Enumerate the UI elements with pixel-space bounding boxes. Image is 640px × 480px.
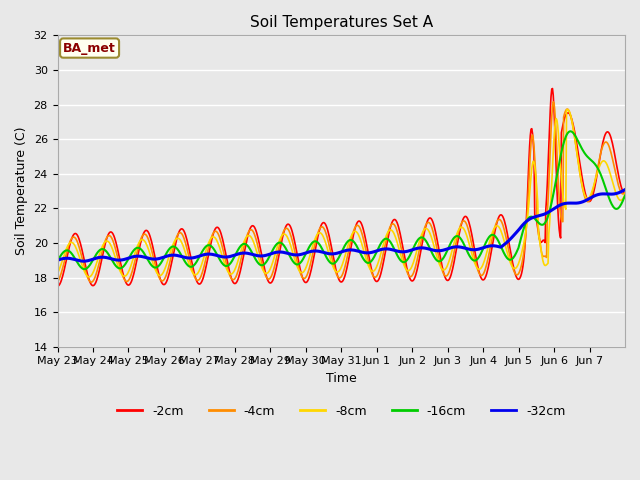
-16cm xyxy=(121,262,129,268)
Text: BA_met: BA_met xyxy=(63,42,116,55)
-2cm xyxy=(432,229,440,235)
-4cm xyxy=(54,279,61,285)
-16cm xyxy=(401,259,408,265)
-4cm xyxy=(225,271,233,277)
X-axis label: Time: Time xyxy=(326,372,356,385)
-16cm xyxy=(225,262,233,267)
-2cm xyxy=(621,190,629,196)
-16cm xyxy=(54,258,61,264)
-32cm xyxy=(225,254,233,260)
-16cm xyxy=(621,193,629,199)
-2cm xyxy=(54,283,61,289)
-4cm xyxy=(549,99,557,105)
-16cm xyxy=(275,240,283,246)
Line: -32cm: -32cm xyxy=(58,190,625,261)
-8cm xyxy=(621,192,629,197)
-32cm xyxy=(433,248,440,253)
Title: Soil Temperatures Set A: Soil Temperatures Set A xyxy=(250,15,433,30)
-2cm xyxy=(253,229,260,235)
-8cm xyxy=(563,107,571,112)
-8cm xyxy=(121,273,129,279)
Y-axis label: Soil Temperature (C): Soil Temperature (C) xyxy=(15,127,28,255)
-8cm xyxy=(86,274,93,280)
-8cm xyxy=(253,251,261,256)
-2cm xyxy=(400,250,408,255)
-8cm xyxy=(275,240,283,245)
-8cm xyxy=(433,252,440,257)
-8cm xyxy=(225,270,233,276)
-32cm xyxy=(275,249,283,255)
-16cm xyxy=(81,266,88,272)
-32cm xyxy=(121,256,129,262)
-4cm xyxy=(88,279,95,285)
Legend: -2cm, -4cm, -8cm, -16cm, -32cm: -2cm, -4cm, -8cm, -16cm, -32cm xyxy=(112,400,570,423)
-16cm xyxy=(253,259,261,265)
-4cm xyxy=(275,245,283,251)
-8cm xyxy=(401,264,408,269)
-4cm xyxy=(621,190,629,195)
-8cm xyxy=(54,271,61,276)
-32cm xyxy=(253,253,261,259)
-2cm xyxy=(120,275,128,280)
-2cm xyxy=(548,85,556,91)
-16cm xyxy=(433,257,440,263)
Line: -16cm: -16cm xyxy=(58,132,625,269)
Line: -2cm: -2cm xyxy=(58,88,625,286)
-4cm xyxy=(401,260,408,266)
-32cm xyxy=(401,249,408,254)
-2cm xyxy=(225,264,232,270)
Line: -8cm: -8cm xyxy=(58,109,625,277)
-2cm xyxy=(274,257,282,263)
-4cm xyxy=(253,241,261,247)
Line: -4cm: -4cm xyxy=(58,102,625,282)
-4cm xyxy=(433,242,440,248)
-32cm xyxy=(621,187,629,192)
-32cm xyxy=(79,258,87,264)
-16cm xyxy=(566,129,574,134)
-32cm xyxy=(54,257,61,263)
-4cm xyxy=(121,277,129,283)
